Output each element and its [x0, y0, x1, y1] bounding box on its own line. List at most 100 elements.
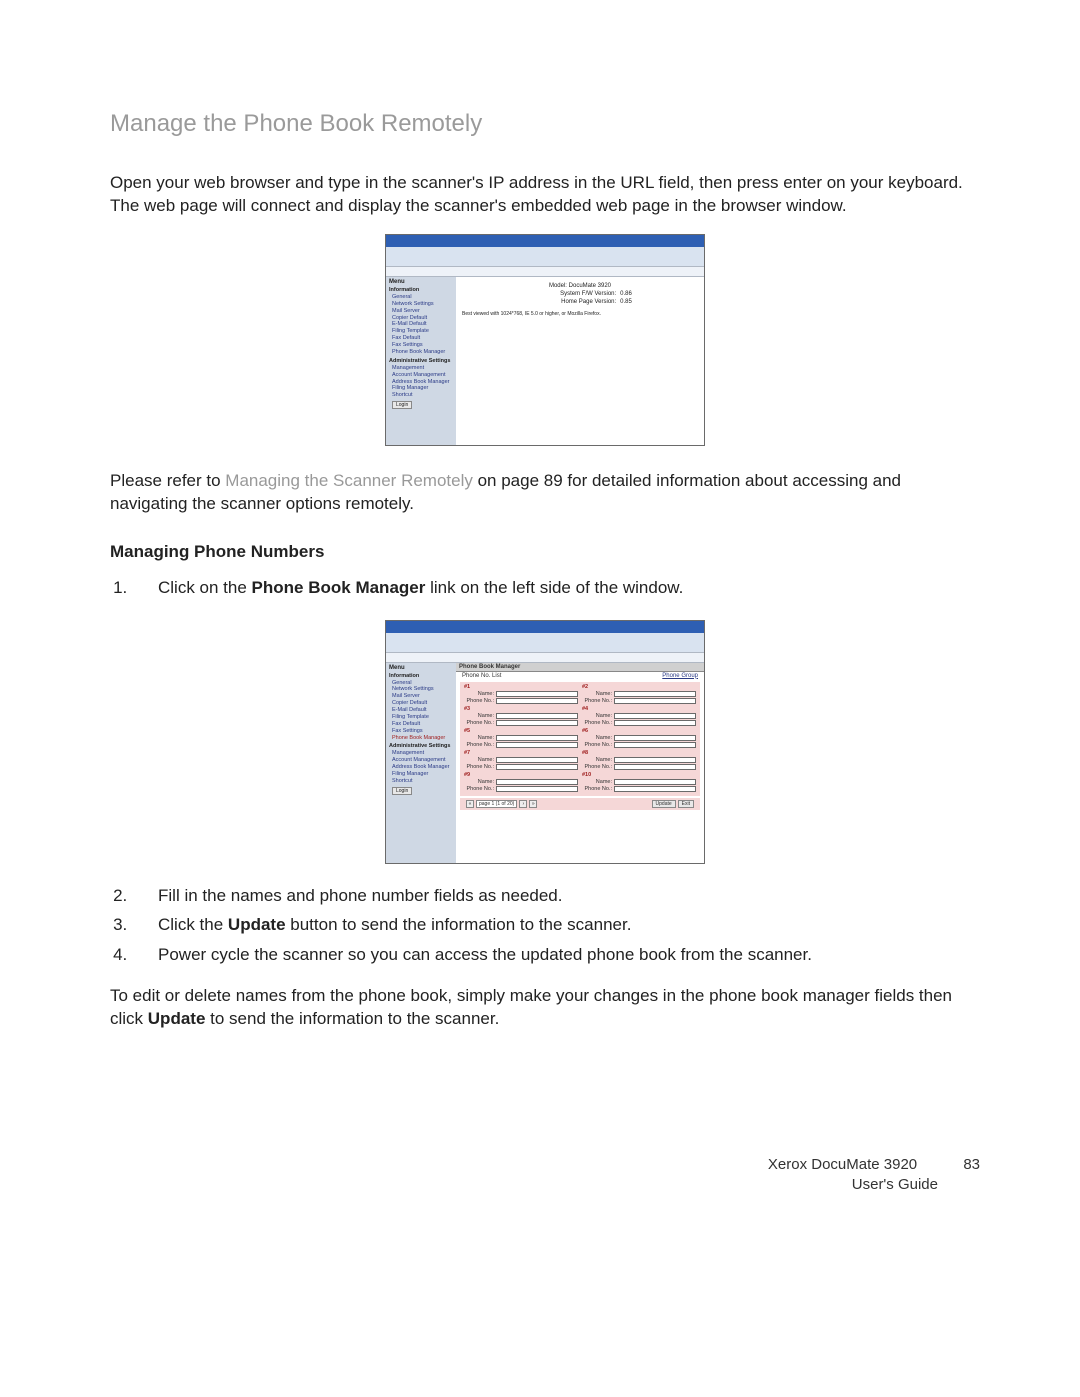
sidebar-item-general-2[interactable]: General	[389, 680, 453, 687]
pager-select[interactable]: page 1 (1 of 20)	[476, 800, 517, 808]
intro-paragraph: Open your web browser and type in the sc…	[110, 172, 980, 218]
name-label-10: Name:	[582, 779, 614, 785]
name-input-5[interactable]	[496, 735, 578, 741]
phone-input-9[interactable]	[496, 786, 578, 792]
sidebar-item-filing-mgr[interactable]: Filing Manager	[389, 385, 453, 392]
sidebar-menu-2: Menu Information General Network Setting…	[386, 663, 456, 863]
sidebar-item-fax-default-2[interactable]: Fax Default	[389, 721, 453, 728]
name-input-3[interactable]	[496, 713, 578, 719]
name-input-2[interactable]	[614, 691, 696, 697]
name-input-10[interactable]	[614, 779, 696, 785]
phone-input-10[interactable]	[614, 786, 696, 792]
pager-next-icon[interactable]: ›	[519, 800, 527, 808]
sidebar-item-phonebook-2[interactable]: Phone Book Manager	[389, 735, 453, 742]
phone-input-3[interactable]	[496, 720, 578, 726]
sidebar-item-mail[interactable]: Mail Server	[389, 308, 453, 315]
phone-input-5[interactable]	[496, 742, 578, 748]
sidebar-item-copier-2[interactable]: Copier Default	[389, 700, 453, 707]
step-1-a: Click on the	[158, 578, 252, 597]
phone-label-5: Phone No.:	[464, 742, 496, 748]
sidebar-item-fax-default[interactable]: Fax Default	[389, 335, 453, 342]
entry-3: #3 Name: Phone No.:	[462, 706, 580, 728]
name-label-7: Name:	[464, 757, 496, 763]
menu-section-admin-2: Administrative Settings	[389, 743, 453, 749]
phone-input-7[interactable]	[496, 764, 578, 770]
name-input-7[interactable]	[496, 757, 578, 763]
sidebar-item-phonebook[interactable]: Phone Book Manager	[389, 349, 453, 356]
sidebar-menu: Menu Information General Network Setting…	[386, 277, 456, 445]
entry-num-8: #8	[582, 750, 588, 756]
entry-num-3: #3	[464, 706, 470, 712]
phone-input-4[interactable]	[614, 720, 696, 726]
sidebar-item-account-2[interactable]: Account Management	[389, 757, 453, 764]
sidebar-item-shortcut[interactable]: Shortcut	[389, 392, 453, 399]
sidebar-item-account[interactable]: Account Management	[389, 372, 453, 379]
refer-link[interactable]: Managing the Scanner Remotely	[225, 471, 473, 490]
refer-prefix: Please refer to	[110, 471, 225, 490]
pager-last-icon[interactable]: »	[529, 800, 537, 808]
name-input-4[interactable]	[614, 713, 696, 719]
phone-label-8: Phone No.:	[582, 764, 614, 770]
sidebar-item-mail-2[interactable]: Mail Server	[389, 693, 453, 700]
screenshot-info-page: Menu Information General Network Setting…	[385, 234, 705, 446]
fw-label: System F/W Version:	[528, 291, 616, 297]
sidebar-item-email-2[interactable]: E-Mail Default	[389, 707, 453, 714]
phone-input-6[interactable]	[614, 742, 696, 748]
entry-num-5: #5	[464, 728, 470, 734]
sidebar-item-copier[interactable]: Copier Default	[389, 315, 453, 322]
entry-num-10: #10	[582, 772, 591, 778]
sidebar-item-filing-mgr-2[interactable]: Filing Manager	[389, 771, 453, 778]
sidebar-item-filing-template[interactable]: Filing Template	[389, 328, 453, 335]
name-label-6: Name:	[582, 735, 614, 741]
subheading: Managing Phone Numbers	[110, 542, 980, 562]
entry-2: #2 Name: Phone No.:	[580, 684, 698, 706]
name-input-1[interactable]	[496, 691, 578, 697]
closing-paragraph: To edit or delete names from the phone b…	[110, 985, 980, 1031]
entry-num-6: #6	[582, 728, 588, 734]
phone-label-6: Phone No.:	[582, 742, 614, 748]
sidebar-item-addressbook-2[interactable]: Address Book Manager	[389, 764, 453, 771]
name-input-9[interactable]	[496, 779, 578, 785]
sidebar-item-filing-template-2[interactable]: Filing Template	[389, 714, 453, 721]
phone-label-10: Phone No.:	[582, 786, 614, 792]
sidebar-item-shortcut-2[interactable]: Shortcut	[389, 778, 453, 785]
sidebar-item-addressbook[interactable]: Address Book Manager	[389, 379, 453, 386]
menu-title: Menu	[389, 279, 453, 285]
sidebar-item-general[interactable]: General	[389, 294, 453, 301]
phone-input-1[interactable]	[496, 698, 578, 704]
phone-label-1: Phone No.:	[464, 698, 496, 704]
name-label-1: Name:	[464, 691, 496, 697]
menu-section-information-2: Information	[389, 673, 453, 679]
entry-8: #8 Name: Phone No.:	[580, 750, 698, 772]
entry-10: #10 Name: Phone No.:	[580, 772, 698, 794]
step-1-b: Phone Book Manager	[252, 578, 426, 597]
login-button-2[interactable]: Login	[392, 787, 412, 795]
sidebar-item-network-2[interactable]: Network Settings	[389, 686, 453, 693]
phone-label-3: Phone No.:	[464, 720, 496, 726]
page-footer: Xerox DocuMate 3920 83 User's Guide	[768, 1155, 980, 1196]
hp-label: Home Page Version:	[528, 299, 616, 305]
sidebar-item-fax-settings-2[interactable]: Fax Settings	[389, 728, 453, 735]
sidebar-item-management[interactable]: Management	[389, 365, 453, 372]
sidebar-item-fax-settings[interactable]: Fax Settings	[389, 342, 453, 349]
sidebar-item-email[interactable]: E-Mail Default	[389, 321, 453, 328]
phone-group-link[interactable]: Phone Group	[662, 673, 698, 679]
model-label: Model:	[549, 283, 567, 289]
phone-input-2[interactable]	[614, 698, 696, 704]
login-button[interactable]: Login	[392, 401, 412, 409]
update-button[interactable]: Update	[652, 800, 676, 808]
step-3-a: Click the	[158, 915, 228, 934]
pager-bar: « page 1 (1 of 20) › » Update Exit	[460, 798, 700, 810]
name-label-4: Name:	[582, 713, 614, 719]
entry-num-7: #7	[464, 750, 470, 756]
name-input-8[interactable]	[614, 757, 696, 763]
phone-input-8[interactable]	[614, 764, 696, 770]
entry-4: #4 Name: Phone No.:	[580, 706, 698, 728]
sidebar-item-management-2[interactable]: Management	[389, 750, 453, 757]
exit-button[interactable]: Exit	[678, 800, 694, 808]
name-input-6[interactable]	[614, 735, 696, 741]
step-3-c: button to send the information to the sc…	[286, 915, 632, 934]
sidebar-item-network[interactable]: Network Settings	[389, 301, 453, 308]
pager-first-icon[interactable]: «	[466, 800, 474, 808]
steps-list: Click on the Phone Book Manager link on …	[110, 576, 980, 600]
